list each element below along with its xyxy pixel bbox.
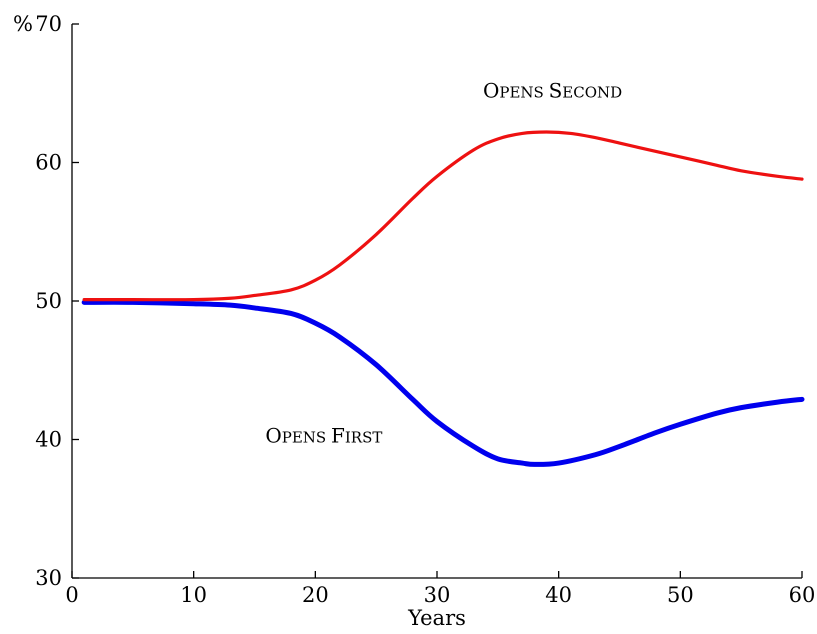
y-tick-label: 70 bbox=[35, 12, 62, 36]
x-tick-label: 30 bbox=[424, 583, 451, 607]
y-tick-label: 50 bbox=[35, 289, 62, 313]
series-opens-first-line bbox=[81, 299, 805, 467]
series-annotations: OPENS SECOND OPENS FIRST bbox=[265, 78, 622, 447]
y-tick-label: 40 bbox=[35, 428, 62, 452]
x-tick-label: 10 bbox=[180, 583, 207, 607]
x-tick-label: 60 bbox=[789, 583, 816, 607]
y-axis-unit: % bbox=[13, 12, 33, 36]
x-tick-label: 50 bbox=[667, 583, 694, 607]
x-tick-label: 0 bbox=[65, 583, 78, 607]
y-tick-label: 30 bbox=[35, 566, 62, 590]
y-axis-ticks: 30 40 50 60 70 bbox=[35, 12, 79, 590]
annotation-opens-first: OPENS FIRST bbox=[265, 423, 382, 447]
x-axis-ticks: 0 10 20 30 40 50 60 bbox=[65, 571, 815, 607]
y-tick-label: 60 bbox=[35, 151, 62, 175]
series-lines bbox=[81, 130, 805, 467]
x-axis-label: Years bbox=[407, 606, 466, 630]
annotation-opens-second: OPENS SECOND bbox=[483, 78, 622, 102]
x-tick-label: 20 bbox=[302, 583, 329, 607]
x-tick-label: 40 bbox=[545, 583, 572, 607]
series-opens-second-line bbox=[82, 130, 804, 302]
